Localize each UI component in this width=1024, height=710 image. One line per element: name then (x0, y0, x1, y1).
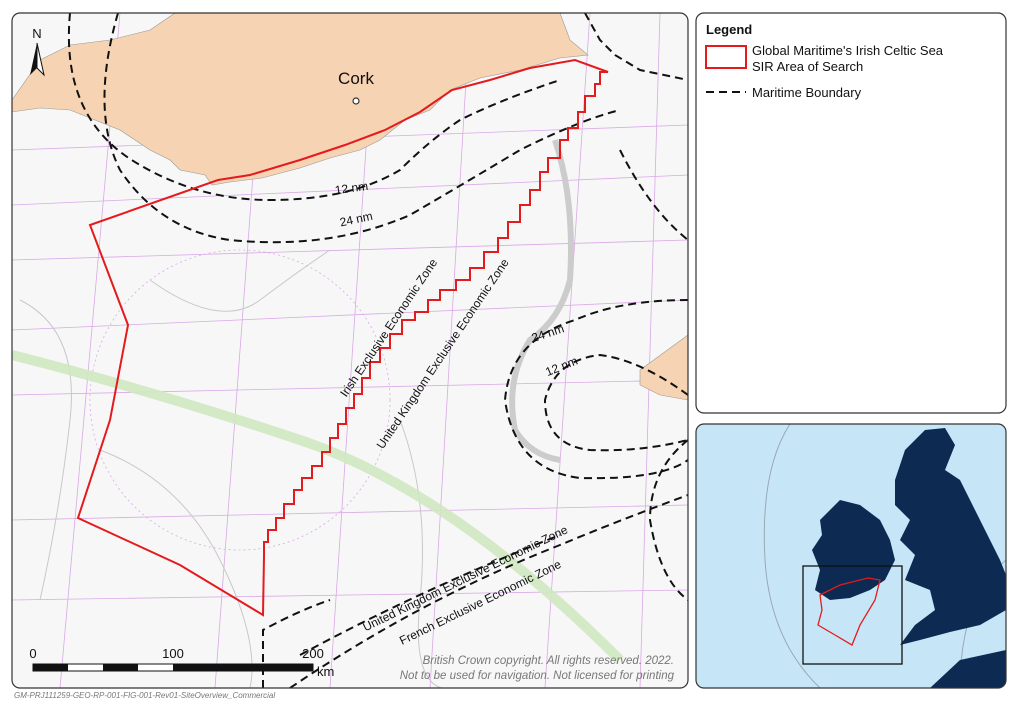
chart-line (544, 13, 591, 688)
north-label: N (32, 26, 41, 41)
boundary-eez (299, 534, 561, 656)
scale-bar-segment (103, 664, 138, 671)
north-arrow-half (36, 42, 45, 77)
inset-extent (802, 565, 903, 665)
depth-contours (19, 249, 461, 688)
city-label: Cork (338, 69, 374, 88)
boundary-24nm (619, 149, 688, 241)
boundary-eez (262, 599, 331, 688)
compass-rose (89, 249, 391, 551)
inset-ireland (812, 500, 895, 600)
scale-tick-label: 200 (302, 646, 324, 661)
boundary-12nm-scilly (543, 353, 688, 452)
chart-line (12, 589, 688, 601)
legend-title: Legend (706, 22, 752, 37)
depth-contour (399, 419, 461, 688)
scale-unit: km (317, 664, 334, 679)
boundary-24nm-scilly (503, 299, 688, 480)
chart-line (12, 239, 688, 261)
inset-area-of-search (817, 577, 881, 646)
chart-line (639, 13, 661, 688)
boundary-label: 24 nm (338, 209, 374, 230)
boundary-label: 12 nm (334, 179, 369, 198)
legend-label: Global Maritime's Irish Celtic Sea (752, 43, 944, 58)
maritime-boundaries (67, 13, 688, 688)
legend-swatch (705, 45, 747, 69)
inset-france (930, 650, 1006, 688)
scale-tick-label: 0 (29, 646, 36, 661)
boundary-eez-north (584, 13, 688, 81)
footer: GM-PRJ111259-GEO-RP-001-FIG-001-Rev01-Si… (14, 691, 275, 700)
boundary-12nm (67, 13, 561, 202)
main-map: Cork 12 nm 24 nm 24 nm 12 nm Irish Exclu… (12, 13, 688, 688)
scale-bar-segment (33, 664, 68, 671)
inset-frame (695, 423, 1007, 689)
north-arrow-half (30, 43, 37, 75)
legend-label: SIR Area of Search (752, 59, 863, 74)
area-of-search (76, 58, 609, 617)
depth-contour (19, 299, 72, 601)
legend: Legend Global Maritime's Irish Celtic Se… (695, 12, 1007, 414)
legend-label: Maritime Boundary (752, 85, 862, 100)
traffic-lane (12, 350, 624, 664)
scale-bar-segment (173, 664, 313, 671)
chart-line (429, 13, 471, 688)
chart-line (12, 504, 688, 521)
inset-britain (895, 428, 1006, 645)
inset-map (696, 424, 1006, 688)
depth-contour (149, 249, 331, 312)
boundary-uk-france (648, 439, 688, 601)
north-arrow: N (30, 26, 45, 77)
depth-contour (99, 449, 253, 688)
map-frame (11, 12, 689, 689)
legend-frame (695, 12, 1007, 414)
scale-bar: 0 100 200 km (29, 646, 334, 679)
city-marker (352, 97, 360, 105)
copyright: Not to be used for navigation. Not licen… (400, 670, 675, 682)
land-ireland (12, 13, 589, 186)
scale-tick-label: 100 (162, 646, 184, 661)
land-cornwall (639, 334, 688, 401)
chart-line (12, 299, 688, 331)
traffic-lane (509, 139, 574, 463)
boundary-24nm (103, 13, 621, 244)
boundary-uk-fr-eez (289, 494, 688, 688)
copyright: British Crown copyright. All rights rese… (423, 655, 674, 667)
